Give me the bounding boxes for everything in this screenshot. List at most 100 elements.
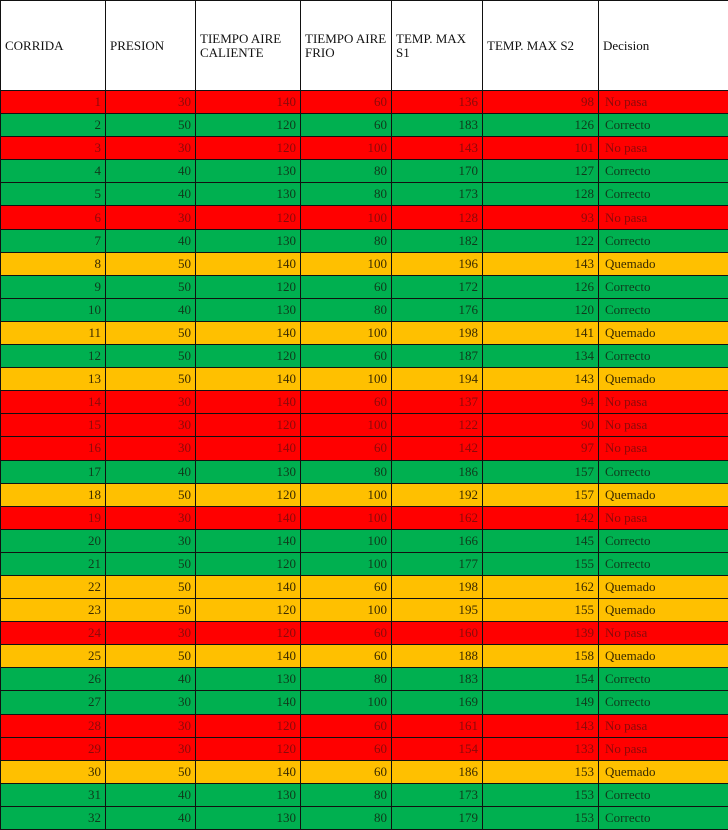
cell-corrida: 23 xyxy=(0,598,106,623)
cell-decision: Quemado xyxy=(598,320,728,346)
cell-temp-max-s1: 173 xyxy=(391,182,483,207)
cell-tiempo-aire-caliente: 130 xyxy=(195,459,301,484)
cell-tiempo-aire-caliente: 130 xyxy=(195,182,301,207)
cell-tiempo-aire-frio: 80 xyxy=(300,805,392,830)
cell-temp-max-s2: 154 xyxy=(482,667,599,692)
cell-tiempo-aire-frio: 60 xyxy=(300,436,392,461)
cell-temp-max-s2: 143 xyxy=(482,713,599,738)
table-row: 22 50 140 60 198 162 Quemado xyxy=(0,574,728,600)
cell-temp-max-s2: 90 xyxy=(482,413,599,438)
table-row: 19 30 140 100 162 142 No pasa xyxy=(0,505,728,530)
cell-corrida: 19 xyxy=(0,505,106,530)
cell-tiempo-aire-caliente: 140 xyxy=(195,89,301,115)
cell-tiempo-aire-caliente: 140 xyxy=(195,320,301,346)
cell-temp-max-s1: 186 xyxy=(391,759,483,784)
cell-temp-max-s1: 192 xyxy=(391,482,483,507)
cell-temp-max-s2: 93 xyxy=(482,205,599,230)
cell-decision: Correcto xyxy=(598,297,728,322)
cell-temp-max-s1: 179 xyxy=(391,805,483,830)
cell-temp-max-s1: 188 xyxy=(391,644,483,669)
cell-tiempo-aire-caliente: 140 xyxy=(195,251,301,276)
cell-temp-max-s2: 143 xyxy=(482,251,599,276)
cell-corrida: 11 xyxy=(0,320,106,346)
cell-presion: 50 xyxy=(105,482,196,507)
cell-temp-max-s2: 127 xyxy=(482,159,599,184)
cell-tiempo-aire-frio: 100 xyxy=(300,482,392,507)
table-row: 10 40 130 80 176 120 Correcto xyxy=(0,297,728,322)
table-row: 23 50 120 100 195 155 Quemado xyxy=(0,598,728,623)
cell-temp-max-s1: 170 xyxy=(391,159,483,184)
table-row: 5 40 130 80 173 128 Correcto xyxy=(0,182,728,207)
table-row: 3 30 120 100 143 101 No pasa xyxy=(0,136,728,161)
cell-presion: 30 xyxy=(105,690,196,715)
cell-tiempo-aire-caliente: 140 xyxy=(195,574,301,600)
cell-decision: No pasa xyxy=(598,413,728,438)
cell-tiempo-aire-frio: 100 xyxy=(300,598,392,623)
cell-tiempo-aire-caliente: 140 xyxy=(195,390,301,415)
cell-corrida: 13 xyxy=(0,367,106,392)
cell-presion: 50 xyxy=(105,251,196,276)
cell-presion: 50 xyxy=(105,344,196,369)
cell-presion: 30 xyxy=(105,390,196,415)
cell-tiempo-aire-frio: 100 xyxy=(300,551,392,576)
table-row: 31 40 130 80 173 153 Correcto xyxy=(0,782,728,807)
cell-tiempo-aire-frio: 60 xyxy=(300,574,392,600)
cell-temp-max-s2: 157 xyxy=(482,459,599,484)
cell-corrida: 14 xyxy=(0,390,106,415)
cell-temp-max-s2: 162 xyxy=(482,574,599,600)
cell-tiempo-aire-caliente: 130 xyxy=(195,159,301,184)
cell-presion: 50 xyxy=(105,551,196,576)
header-presion: PRESION xyxy=(105,0,196,91)
header-temp-max-s1: TEMP. MAX S1 xyxy=(391,0,483,91)
cell-corrida: 3 xyxy=(0,136,106,161)
cell-tiempo-aire-frio: 100 xyxy=(300,413,392,438)
cell-tiempo-aire-caliente: 130 xyxy=(195,805,301,830)
cell-temp-max-s2: 153 xyxy=(482,782,599,807)
cell-tiempo-aire-caliente: 120 xyxy=(195,482,301,507)
cell-temp-max-s2: 141 xyxy=(482,320,599,346)
cell-temp-max-s2: 155 xyxy=(482,551,599,576)
cell-tiempo-aire-frio: 80 xyxy=(300,297,392,322)
cell-temp-max-s1: 154 xyxy=(391,736,483,761)
cell-temp-max-s2: 128 xyxy=(482,182,599,207)
cell-temp-max-s1: 161 xyxy=(391,713,483,738)
table-row: 24 30 120 60 160 139 No pasa xyxy=(0,621,728,646)
cell-tiempo-aire-frio: 100 xyxy=(300,205,392,230)
table-row: 26 40 130 80 183 154 Correcto xyxy=(0,667,728,692)
table-row: 15 30 120 100 122 90 No pasa xyxy=(0,413,728,438)
cell-decision: Correcto xyxy=(598,113,728,138)
table-row: 17 40 130 80 186 157 Correcto xyxy=(0,459,728,484)
table-row: 21 50 120 100 177 155 Correcto xyxy=(0,551,728,576)
table-row: 1 30 140 60 136 98 No pasa xyxy=(0,89,728,115)
cell-corrida: 25 xyxy=(0,644,106,669)
cell-temp-max-s1: 122 xyxy=(391,413,483,438)
cell-temp-max-s2: 94 xyxy=(482,390,599,415)
cell-temp-max-s1: 182 xyxy=(391,228,483,253)
cell-presion: 40 xyxy=(105,667,196,692)
cell-tiempo-aire-frio: 80 xyxy=(300,459,392,484)
cell-decision: No pasa xyxy=(598,436,728,461)
table-row: 14 30 140 60 137 94 No pasa xyxy=(0,390,728,415)
table-row: 20 30 140 100 166 145 Correcto xyxy=(0,528,728,553)
cell-temp-max-s1: 162 xyxy=(391,505,483,530)
cell-temp-max-s2: 153 xyxy=(482,805,599,830)
cell-tiempo-aire-caliente: 120 xyxy=(195,113,301,138)
cell-temp-max-s2: 149 xyxy=(482,690,599,715)
cell-presion: 40 xyxy=(105,805,196,830)
cell-tiempo-aire-frio: 100 xyxy=(300,251,392,276)
cell-temp-max-s1: 169 xyxy=(391,690,483,715)
cell-decision: Quemado xyxy=(598,482,728,507)
cell-tiempo-aire-caliente: 120 xyxy=(195,736,301,761)
cell-temp-max-s1: 137 xyxy=(391,390,483,415)
cell-temp-max-s2: 126 xyxy=(482,274,599,299)
cell-tiempo-aire-caliente: 130 xyxy=(195,297,301,322)
cell-decision: Correcto xyxy=(598,528,728,553)
cell-temp-max-s2: 126 xyxy=(482,113,599,138)
table-row: 8 50 140 100 196 143 Quemado xyxy=(0,251,728,276)
cell-tiempo-aire-caliente: 140 xyxy=(195,644,301,669)
cell-decision: Correcto xyxy=(598,159,728,184)
table-body: 1 30 140 60 136 98 No pasa 2 50 120 60 183 126 Correc… xyxy=(0,89,728,830)
cell-corrida: 6 xyxy=(0,205,106,230)
cell-decision: Correcto xyxy=(598,782,728,807)
